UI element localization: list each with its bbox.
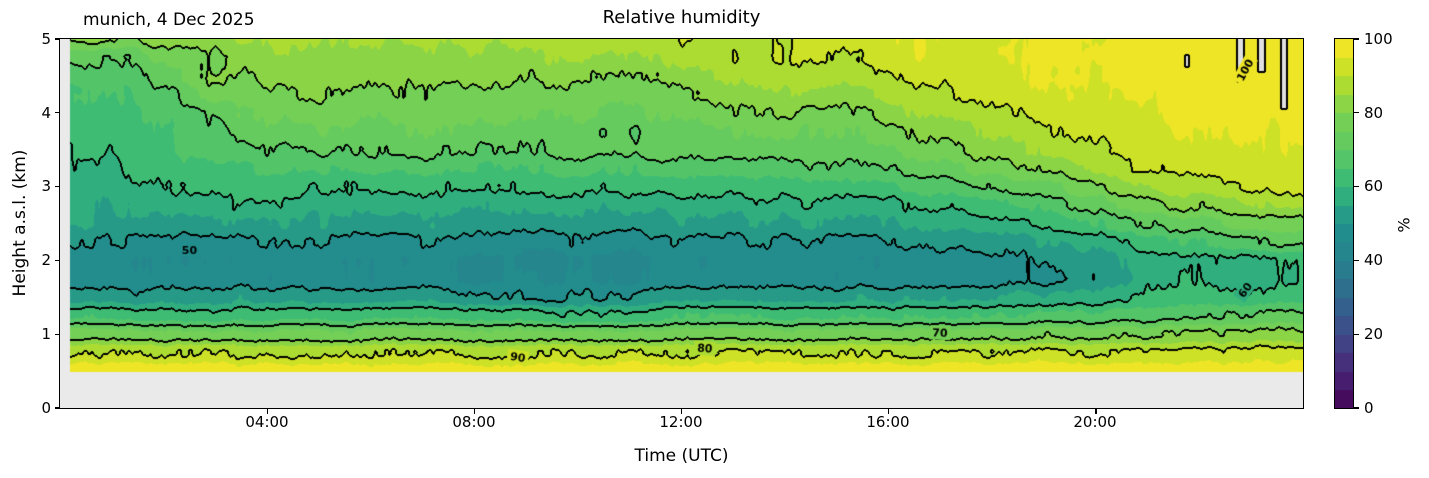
colorbar-tick-label: 40 <box>1364 251 1384 269</box>
y-tick-label: 3 <box>41 177 51 195</box>
chart-title: Relative humidity <box>602 7 761 28</box>
y-tick-label: 0 <box>41 399 51 417</box>
plot-area-frame <box>59 38 1304 409</box>
x-tick-label: 16:00 <box>866 413 910 431</box>
contour-plot-canvas <box>60 39 1303 408</box>
y-tick-mark <box>54 333 59 335</box>
colorbar-tick-mark <box>1354 112 1359 114</box>
colorbar-tick-mark <box>1354 333 1359 335</box>
y-tick-label: 1 <box>41 325 51 343</box>
y-tick-label: 2 <box>41 251 51 269</box>
y-tick-label: 5 <box>41 30 51 48</box>
x-tick-mark <box>681 409 683 414</box>
colorbar-tick-mark <box>1354 259 1359 262</box>
x-tick-label: 04:00 <box>245 413 289 431</box>
x-tick-mark <box>888 409 890 414</box>
x-tick-label: 08:00 <box>452 413 496 431</box>
colorbar-unit-label: % <box>1394 217 1414 233</box>
colorbar-frame <box>1334 38 1354 409</box>
x-axis-label: Time (UTC) <box>634 446 729 466</box>
x-tick-label: 12:00 <box>659 413 703 431</box>
colorbar-tick-label: 20 <box>1364 325 1384 343</box>
y-tick-label: 4 <box>41 104 51 122</box>
x-tick-label: 20:00 <box>1073 413 1117 431</box>
y-axis-label: Height a.s.l. (km) <box>10 149 30 297</box>
colorbar-tick-mark <box>1354 407 1359 409</box>
colorbar-tick-label: 0 <box>1364 399 1374 417</box>
x-tick-mark <box>473 409 476 414</box>
colorbar-tick-label: 100 <box>1364 30 1393 48</box>
y-tick-mark <box>54 186 59 188</box>
colorbar-tick-label: 80 <box>1364 104 1384 122</box>
y-tick-mark <box>54 259 59 262</box>
station-date-annotation: munich, 4 Dec 2025 <box>83 10 255 30</box>
colorbar-tick-mark <box>1354 186 1359 188</box>
y-tick-mark <box>54 112 59 114</box>
colorbar-canvas <box>1335 39 1353 408</box>
colorbar-tick-mark <box>1354 38 1359 40</box>
y-tick-mark <box>54 38 59 40</box>
colorbar-tick-label: 60 <box>1364 177 1384 195</box>
x-tick-mark <box>266 409 268 414</box>
x-tick-mark <box>1095 409 1097 414</box>
y-tick-mark <box>54 407 59 409</box>
